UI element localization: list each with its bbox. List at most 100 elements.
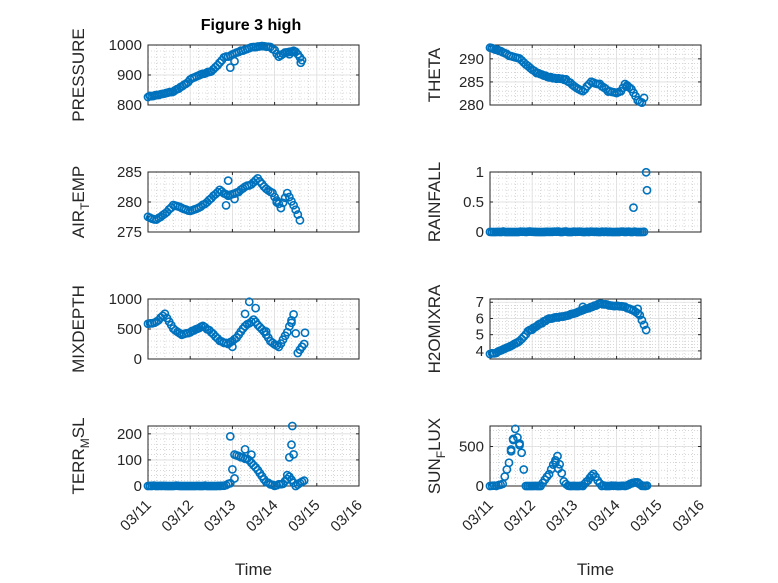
y-axis-label-main: MIXDEPTH — [69, 285, 88, 373]
data-point — [289, 200, 298, 210]
data-point — [251, 175, 261, 185]
data-point — [637, 98, 647, 107]
y-axis-label-rest: EMP — [69, 166, 88, 203]
data-point — [282, 470, 292, 480]
data-point — [578, 302, 588, 312]
y-axis-label: PRESSURE — [69, 28, 88, 122]
x-tick-label: 03/12 — [158, 497, 197, 536]
data-point — [225, 431, 235, 441]
y-tick-label: 1000 — [109, 291, 142, 308]
data-point — [296, 58, 306, 68]
y-tick-label: 100 — [117, 452, 142, 469]
data-point — [642, 185, 652, 195]
data-point — [519, 465, 529, 474]
data-point — [555, 459, 565, 469]
y-tick-label: 280 — [459, 97, 484, 114]
data-point — [517, 448, 527, 458]
y-tick-label: 280 — [117, 194, 142, 211]
data-point — [289, 309, 298, 319]
x-tick-label: 03/15 — [627, 497, 666, 536]
data-point — [508, 434, 518, 444]
data-point — [282, 474, 292, 484]
x-tick-label: 03/16 — [327, 497, 366, 536]
y-axis-label-subscript: M — [78, 438, 92, 448]
x-tick-label: 03/13 — [543, 497, 582, 536]
axes-frame — [489, 44, 702, 106]
data-point — [230, 474, 239, 483]
data-point — [519, 332, 529, 342]
y-tick-label: 500 — [459, 439, 484, 456]
x-axis-label: Time — [235, 560, 272, 579]
x-tick-label: 03/12 — [500, 497, 539, 536]
data-point — [637, 315, 647, 325]
y-axis-label-main: PRESSURE — [69, 28, 88, 122]
y-tick-label: 0.5 — [463, 194, 484, 211]
data-point — [291, 328, 301, 338]
axes-frame — [489, 298, 702, 360]
data-point — [639, 227, 649, 237]
data-point — [221, 200, 231, 210]
y-axis-label-main: THETA — [425, 47, 444, 102]
data-point — [225, 63, 235, 72]
y-axis-label-main: TERR — [69, 448, 88, 494]
subplot-theta: 280 285 290 THETA — [425, 43, 702, 114]
y-tick-label: 200 — [117, 426, 142, 443]
x-tick-label: 03/13 — [201, 497, 240, 536]
data-point — [295, 215, 305, 225]
data-point — [175, 328, 185, 338]
data-point — [287, 318, 296, 328]
data-point — [230, 194, 239, 204]
data-point — [504, 458, 514, 468]
y-axis-label-subscript: T — [78, 202, 92, 210]
data-point — [280, 193, 290, 203]
y-axis-label-main: H2OMIXRA — [425, 284, 444, 373]
data-point — [160, 309, 170, 319]
y-tick-label: 285 — [459, 74, 484, 91]
y-tick-label: 5 — [476, 327, 484, 344]
data-point — [633, 478, 643, 487]
data-point — [287, 440, 296, 450]
data-point — [227, 342, 237, 352]
x-tick-label: 03/11 — [459, 497, 497, 535]
data-point — [553, 464, 563, 474]
data-point — [246, 450, 256, 460]
data-point — [633, 304, 643, 314]
y-tick-label: 900 — [117, 67, 142, 84]
plot-area — [490, 45, 701, 105]
data-point — [629, 203, 638, 213]
axes-frame — [147, 425, 360, 487]
y-axis-label: THETA — [425, 47, 444, 102]
data-point — [641, 325, 651, 335]
data-point — [227, 464, 237, 474]
data-point — [223, 176, 233, 186]
y-tick-label: 1000 — [109, 37, 142, 54]
y-axis-label: SUNFLUX — [425, 418, 448, 494]
plot-area — [148, 426, 359, 486]
x-tick-label: 03/14 — [243, 497, 282, 536]
y-tick-label: 800 — [117, 97, 142, 114]
y-axis-label-rest: SL — [69, 417, 88, 438]
data-point — [251, 303, 261, 313]
data-point — [639, 93, 649, 103]
data-point — [641, 167, 651, 177]
y-axis-label-main: SUN — [425, 458, 444, 494]
y-tick-label: 4 — [476, 343, 484, 360]
subplot-air-temp: 275 280 285 AIRTEMP — [69, 164, 360, 241]
x-tick-label: 03/16 — [669, 497, 708, 536]
data-point — [506, 445, 516, 454]
data-point — [287, 421, 297, 431]
data-point — [639, 320, 649, 330]
data-point — [272, 197, 282, 207]
x-tick-label: 03/14 — [585, 497, 624, 536]
y-tick-label: 0 — [476, 224, 484, 241]
y-tick-label: 275 — [117, 224, 142, 241]
y-axis-label: MIXDEPTH — [69, 285, 88, 373]
data-point — [284, 192, 294, 202]
data-point — [249, 315, 258, 324]
x-tick-label: 03/11 — [117, 497, 155, 535]
data-point — [300, 328, 310, 338]
figure-title: Figure 3 high — [201, 17, 301, 34]
y-axis-label: AIRTEMP — [69, 166, 92, 239]
